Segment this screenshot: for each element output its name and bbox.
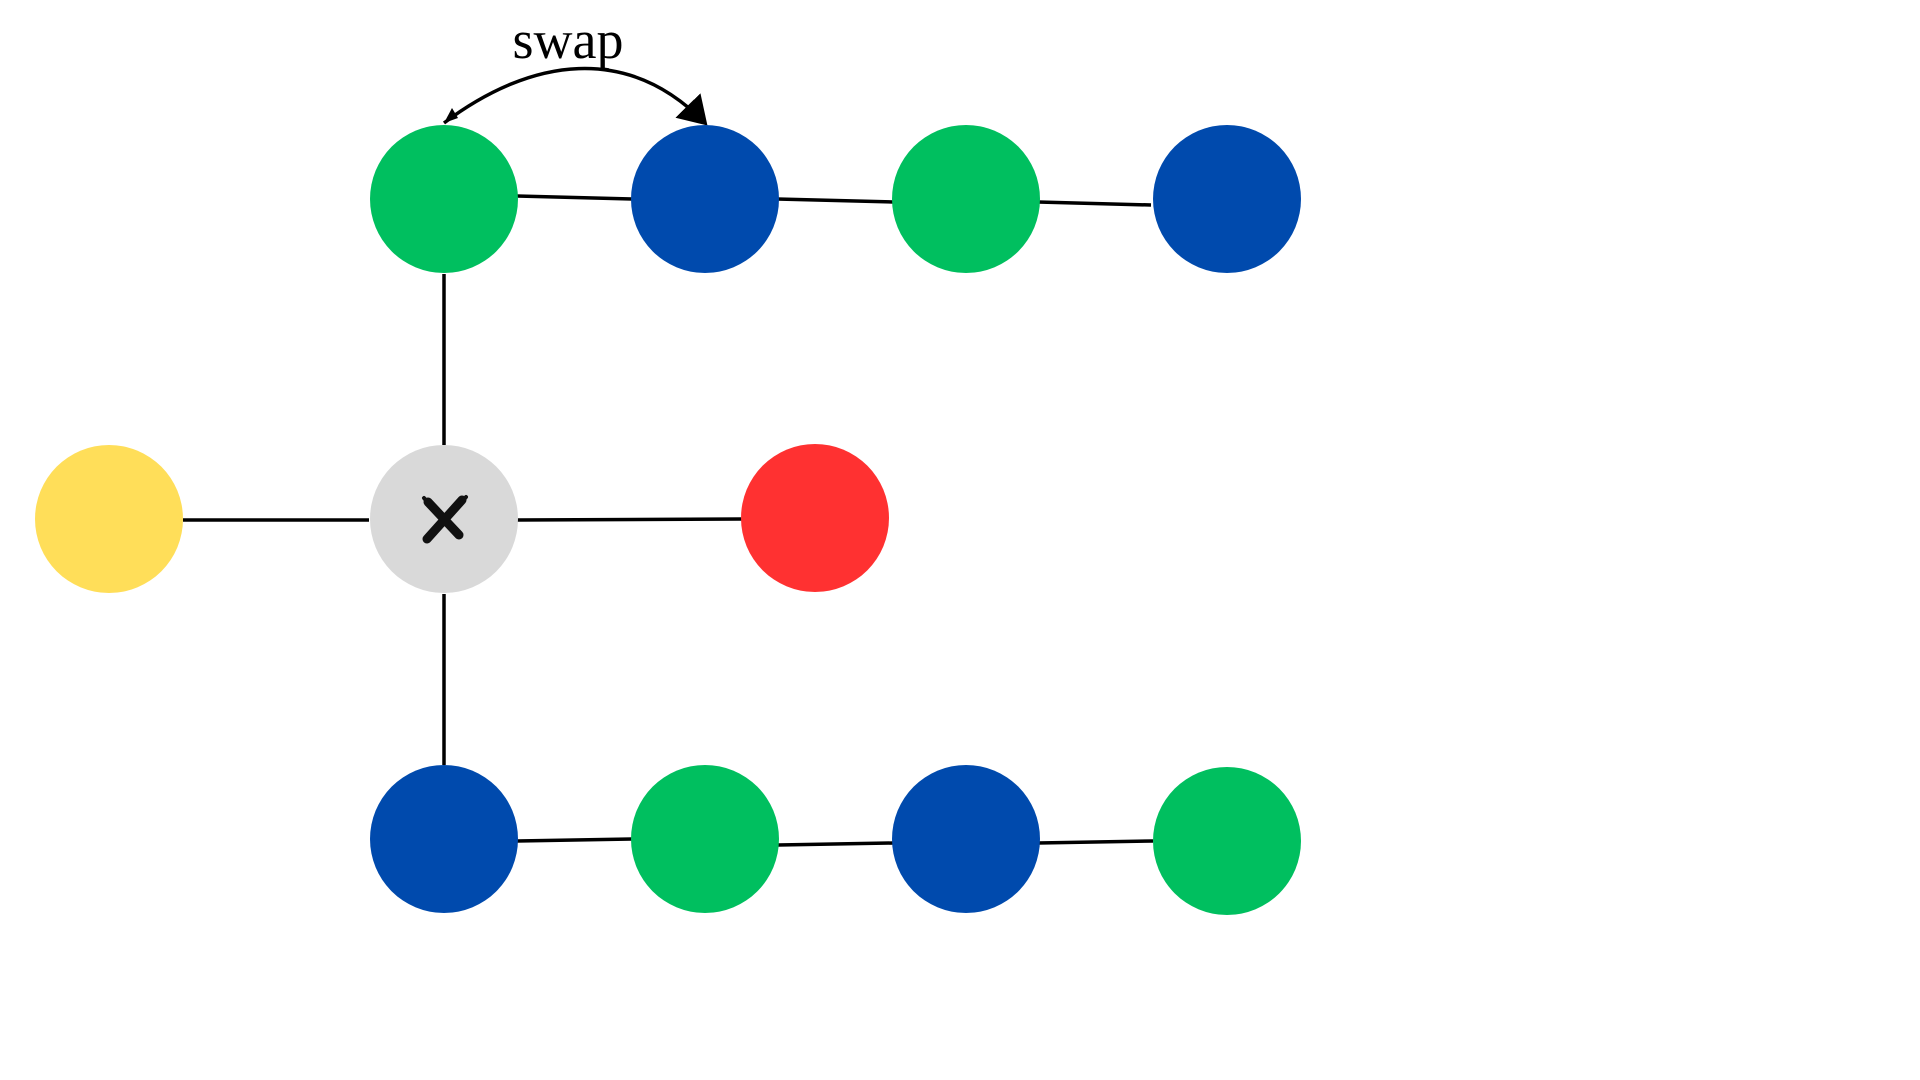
node-blue-top-4 [1153, 125, 1301, 273]
node-green-bottom-2 [631, 765, 779, 913]
node-red-right [741, 444, 889, 592]
node-green-top-3 [892, 125, 1040, 273]
node-green-top-1 [370, 125, 518, 273]
edge-g2-b2 [1037, 200, 1152, 207]
node-blue-bottom-1 [370, 765, 518, 913]
node-blue-top-2 [631, 125, 779, 273]
swap-arrowhead-left-icon [444, 108, 458, 123]
node-yellow-left [35, 445, 183, 593]
node-blue-bottom-3 [892, 765, 1040, 913]
node-green-bottom-4 [1153, 767, 1301, 915]
swap-arrowhead-right-icon [690, 108, 705, 123]
edge-b1-g2 [776, 197, 894, 204]
cross-icon [422, 495, 468, 544]
edge-center-r [516, 517, 743, 522]
edge-b3-g3 [516, 837, 633, 843]
edge-g1-b1 [516, 194, 633, 201]
swap-annotation: swap [442, 10, 708, 126]
nodes [35, 125, 1301, 915]
edge-b4-g4 [1037, 839, 1154, 845]
swap-arrow [442, 66, 708, 126]
edges [183, 194, 1154, 847]
swap-label: swap [513, 10, 624, 70]
edge-g3-b4 [777, 841, 894, 847]
